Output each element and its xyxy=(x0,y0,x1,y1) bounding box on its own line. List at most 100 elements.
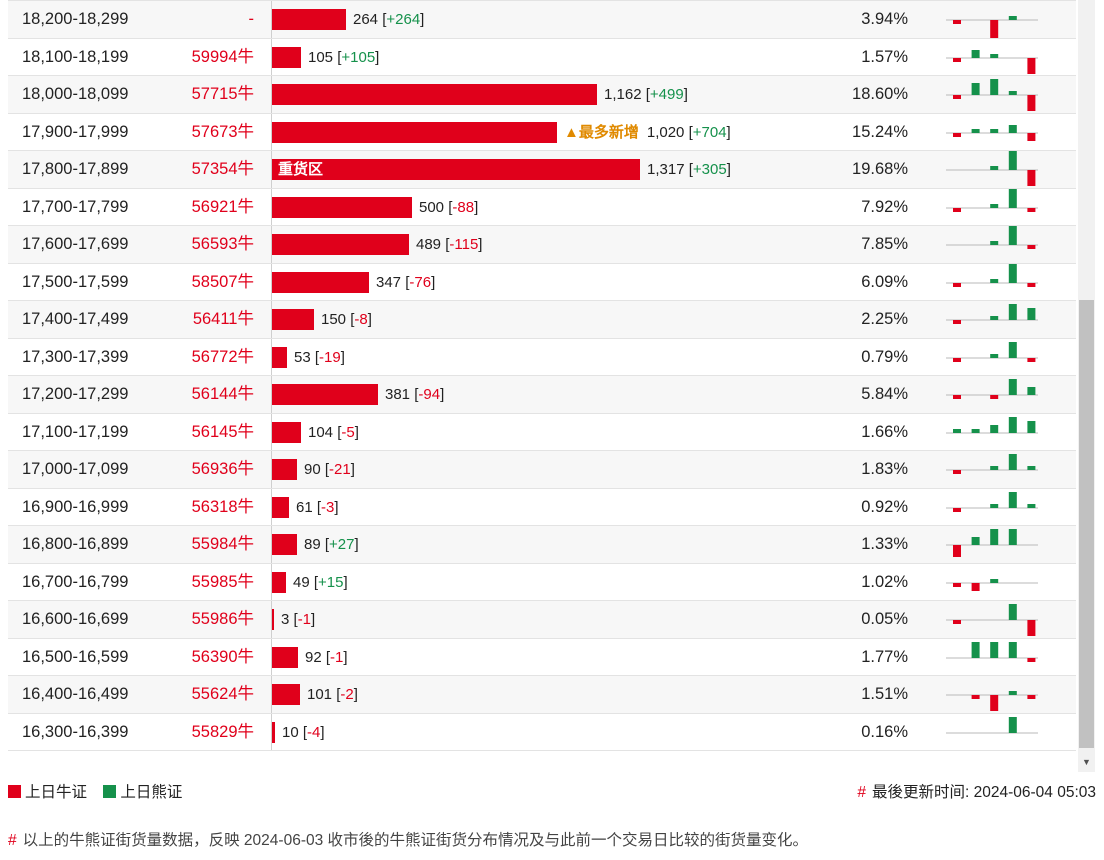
scroll-down-arrow-icon[interactable]: ▼ xyxy=(1082,757,1091,767)
volume-value: 49 [+15] xyxy=(293,573,348,591)
volume-count: 489 xyxy=(416,236,442,253)
volume-percent: 1.33% xyxy=(861,535,908,553)
sparkline-bar xyxy=(953,57,961,62)
sparkline-bar xyxy=(1027,308,1036,320)
price-range: 16,900-16,999 xyxy=(22,497,129,516)
volume-value: ▲最多新增 1,020 [+704] xyxy=(564,123,731,141)
volume-value: 10 [-4] xyxy=(282,723,325,741)
table-row: 17,200-17,299 56144牛 381 [-94] 5.84% xyxy=(8,376,1076,414)
column-divider xyxy=(271,638,272,675)
sparkline-bar xyxy=(953,357,961,362)
volume-value: 1,162 [+499] xyxy=(604,86,688,103)
sparkline-bar xyxy=(990,641,999,658)
table-row: 17,400-17,499 56411牛 150 [-8] 2.25% xyxy=(8,301,1076,339)
sparkline-bar xyxy=(1008,124,1017,133)
sparkline-bar xyxy=(953,395,961,399)
price-range: 17,100-17,199 xyxy=(22,422,129,441)
volume-change: -5 xyxy=(341,423,355,441)
sparkline-bar xyxy=(1008,491,1017,508)
price-range: 17,000-17,099 xyxy=(22,460,129,478)
table-row: 17,700-17,799 56921牛 500 [-88] 7.92% xyxy=(8,188,1076,226)
volume-value: 92 [-1] xyxy=(305,648,348,666)
price-range: 18,000-18,099 xyxy=(22,85,129,103)
scrollbar-thumb[interactable] xyxy=(1079,300,1094,748)
sparkline-bar xyxy=(990,278,999,283)
change-sparkline xyxy=(946,79,1038,111)
volume-change: +264 xyxy=(386,11,421,28)
volume-percent: 1.02% xyxy=(861,572,908,591)
volume-count: 90 xyxy=(304,461,321,478)
column-divider xyxy=(271,76,272,113)
change-sparkline xyxy=(946,263,1038,287)
last-updated: # 最後更新时间: 2024-06-04 05:03 xyxy=(857,782,1096,804)
volume-bar xyxy=(272,421,301,443)
volume-change: -21 xyxy=(329,461,351,478)
volume-percent: 0.05% xyxy=(861,610,908,628)
volume-count: 61 xyxy=(296,498,313,516)
sparkline-bar xyxy=(953,320,961,324)
volume-count: 101 xyxy=(307,686,333,703)
recovery-price: 57715牛 xyxy=(191,85,254,103)
volume-value: 264 [+264] xyxy=(353,11,425,28)
change-sparkline xyxy=(946,49,1038,74)
recovery-price: 55986牛 xyxy=(191,610,254,628)
sparkline-bar xyxy=(1008,379,1017,395)
table-row: 16,300-16,399 55829牛 10 [-4] 0.16% xyxy=(8,713,1076,751)
volume-change: -76 xyxy=(409,273,432,291)
recovery-price: 59994牛 xyxy=(191,47,254,66)
table-row: 17,100-17,199 56145牛 104 [-5] 1.66% xyxy=(8,413,1076,451)
change-sparkline xyxy=(946,641,1038,662)
column-divider xyxy=(271,451,272,488)
table-row: 16,600-16,699 55986牛 3 [-1] 0.05% xyxy=(8,601,1076,639)
recovery-price: 56936牛 xyxy=(191,460,254,478)
sparkline-bar xyxy=(1008,188,1017,208)
volume-change: +499 xyxy=(649,86,684,103)
price-range: 17,900-17,999 xyxy=(22,122,129,141)
bull-swatch-icon xyxy=(8,785,21,798)
volume-count: 3 xyxy=(281,611,290,628)
volume-percent: 1.51% xyxy=(861,685,908,703)
vertical-scrollbar[interactable]: ▼ xyxy=(1078,0,1095,772)
volume-change: -1 xyxy=(330,648,344,666)
sparkline-bar xyxy=(1027,132,1036,141)
table-row: 16,800-16,899 55984牛 89 [+27] 1.33% xyxy=(8,526,1076,564)
sparkline-bar xyxy=(1027,387,1036,395)
volume-bar xyxy=(272,309,314,330)
sparkline-bar xyxy=(1027,466,1036,470)
sparkline-bar xyxy=(1027,170,1036,186)
sparkline-bar xyxy=(1027,420,1036,433)
change-sparkline xyxy=(946,529,1038,557)
column-divider xyxy=(271,413,272,450)
sparkline-bar xyxy=(990,79,999,95)
volume-percent: 1.66% xyxy=(861,422,908,441)
volume-change: +305 xyxy=(692,161,727,178)
change-sparkline xyxy=(946,151,1038,186)
change-sparkline xyxy=(946,604,1038,636)
table-row: 17,600-17,699 56593牛 489 [-115] 7.85% xyxy=(8,226,1076,264)
change-sparkline xyxy=(946,491,1038,512)
volume-count: 10 xyxy=(282,723,299,741)
sparkline-bar xyxy=(1008,226,1017,245)
volume-change: -19 xyxy=(319,348,341,366)
sparkline-bar xyxy=(953,132,961,137)
sparkline-bar xyxy=(990,503,999,508)
sparkline-bar xyxy=(1027,282,1036,287)
volume-value: 150 [-8] xyxy=(321,311,372,328)
sparkline-bar xyxy=(1008,691,1017,695)
volume-change: -94 xyxy=(418,386,441,403)
price-range: 16,800-16,899 xyxy=(22,535,129,553)
change-sparkline xyxy=(946,124,1038,141)
volume-count: 150 xyxy=(321,311,347,328)
recovery-price: 56411牛 xyxy=(192,310,254,328)
sparkline-bar xyxy=(971,537,980,545)
sparkline-bar xyxy=(971,49,980,58)
volume-count: 381 xyxy=(385,386,411,403)
volume-value: 89 [+27] xyxy=(304,536,359,553)
legend-bear-label: 上日熊证 xyxy=(120,784,183,801)
last-updated-time: 2024-06-04 05:03 xyxy=(973,784,1096,801)
volume-percent: 2.25% xyxy=(861,310,908,328)
price-range: 17,200-17,299 xyxy=(22,385,129,403)
footnote: # 以上的牛熊证街货量数据，反映 2024-06-03 收市後的牛熊证街货分布情况… xyxy=(8,830,808,852)
sparkline-bar xyxy=(1027,695,1036,699)
change-sparkline xyxy=(946,379,1038,399)
